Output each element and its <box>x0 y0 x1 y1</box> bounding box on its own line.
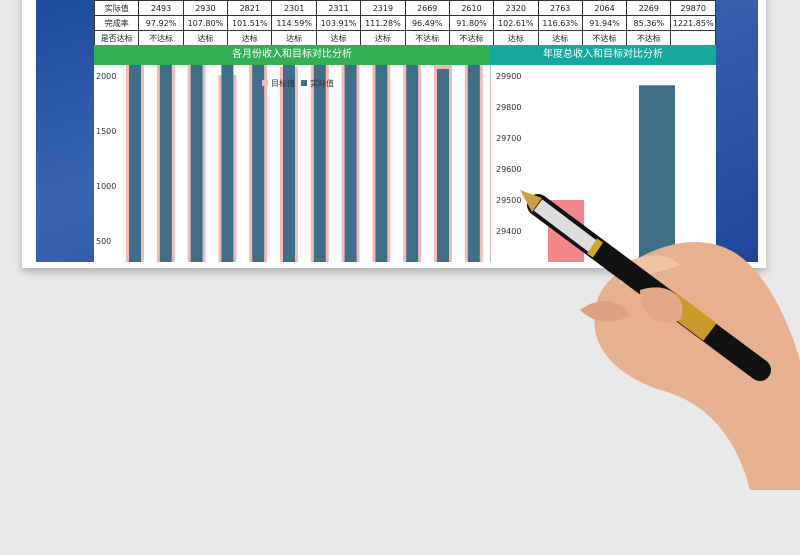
actual-bar <box>159 65 172 262</box>
monthly-bar-chart: 500100015002000250030003500目标值实际值 <box>96 65 483 262</box>
actual-bar <box>129 65 141 262</box>
table-cell[interactable]: 不达标 <box>626 30 672 46</box>
table-cell[interactable]: 107.80% <box>182 15 229 31</box>
table-cell[interactable]: 2493 <box>138 0 184 16</box>
table-cell[interactable]: 达标 <box>537 30 583 46</box>
table-cell[interactable]: 1221.85% <box>670 15 716 31</box>
y-tick-label: 29900 <box>496 72 521 81</box>
table-cell[interactable]: 达标 <box>182 30 229 46</box>
data-table: 实际值 2493 2930 2821 2301 2311 2319 2669 2610 2320 2… <box>93 0 716 46</box>
y-tick-label: 29400 <box>496 227 521 236</box>
table-cell[interactable]: 103.91% <box>315 15 362 31</box>
table-cell[interactable]: 2669 <box>404 0 450 16</box>
actual-bar <box>467 65 480 262</box>
actual-bar <box>313 65 326 262</box>
actual-bar <box>437 68 449 262</box>
actual-bar <box>190 65 203 262</box>
annual-chart-title: 年度总收入和目标对比分析 <box>490 45 716 65</box>
table-row: 完成率 97.92% 107.80% 101.51% 114.59% 103.91% 111… <box>93 15 716 31</box>
row-label[interactable]: 是否达标 <box>93 30 140 46</box>
actual-bar <box>221 65 234 262</box>
table-cell[interactable]: 2269 <box>626 0 672 16</box>
table-cell[interactable]: 2301 <box>271 0 317 16</box>
table-cell[interactable]: 2064 <box>581 0 628 16</box>
table-cell[interactable]: 97.92% <box>138 15 184 31</box>
table-cell[interactable]: 达标 <box>315 30 362 46</box>
table-cell[interactable]: 不达标 <box>404 30 450 46</box>
actual-total-bar <box>639 85 675 262</box>
table-cell[interactable]: 85.36% <box>626 15 672 31</box>
actual-bar <box>283 65 295 262</box>
table-cell[interactable]: 达标 <box>360 30 406 46</box>
row-label[interactable]: 完成率 <box>93 15 140 31</box>
y-tick-label: 1000 <box>96 182 116 191</box>
table-cell[interactable]: 不达标 <box>138 30 184 46</box>
y-tick-label: 500 <box>96 237 111 246</box>
table-cell[interactable]: 不达标 <box>448 30 495 46</box>
table-cell[interactable]: 2821 <box>227 0 273 16</box>
table-cell[interactable]: 91.94% <box>581 15 628 31</box>
table-cell[interactable]: 2311 <box>315 0 362 16</box>
actual-bar <box>344 65 357 262</box>
actual-bar <box>252 65 265 262</box>
table-cell[interactable]: 2763 <box>537 0 583 16</box>
table-cell[interactable]: 2320 <box>493 0 539 16</box>
annual-bar-chart: 29400 29500 29600 29700 29800 29900 <box>490 65 675 262</box>
table-row: 实际值 2493 2930 2821 2301 2311 2319 2669 2610 2320 2… <box>93 0 716 16</box>
legend-swatch-actual <box>301 80 307 86</box>
table-cell[interactable]: 91.80% <box>448 15 495 31</box>
legend-label-actual: 实际值 <box>310 78 334 88</box>
monthly-chart-title: 各月份收入和目标对比分析 <box>94 45 490 65</box>
table-cell[interactable]: 达标 <box>227 30 273 46</box>
actual-bar <box>406 65 419 262</box>
table-cell[interactable]: 101.51% <box>227 15 273 31</box>
hand-with-pen-image <box>520 190 800 490</box>
spreadsheet: 实际值 2493 2930 2821 2301 2311 2319 2669 2610 2320 2… <box>93 0 716 262</box>
table-cell[interactable]: 96.49% <box>404 15 450 31</box>
table-cell[interactable]: 114.59% <box>271 15 317 31</box>
actual-bar <box>375 65 388 262</box>
y-tick-label: 29700 <box>496 134 521 143</box>
table-cell[interactable]: 116.63% <box>537 15 583 31</box>
table-cell[interactable]: 2610 <box>448 0 495 16</box>
table-cell[interactable]: 不达标 <box>581 30 628 46</box>
table-cell[interactable]: 达标 <box>271 30 317 46</box>
y-tick-label: 29600 <box>496 165 521 174</box>
y-tick-label: 29500 <box>496 196 521 205</box>
y-tick-label: 29800 <box>496 103 521 112</box>
row-label[interactable]: 实际值 <box>93 0 140 16</box>
table-cell[interactable]: 102.61% <box>493 15 539 31</box>
legend-label-target: 目标值 <box>271 78 295 88</box>
table-cell[interactable]: 29870 <box>670 0 716 16</box>
y-tick-label: 1500 <box>96 127 116 136</box>
table-cell[interactable]: 2319 <box>360 0 406 16</box>
table-cell[interactable]: 达标 <box>493 30 539 46</box>
table-row: 是否达标 不达标 达标 达标 达标 达标 达标 不达标 不达标 达标 达标 不达标 不达标 <box>93 30 716 46</box>
y-tick-label: 2000 <box>96 72 116 81</box>
table-cell[interactable] <box>670 30 716 46</box>
table-cell[interactable]: 2930 <box>182 0 229 16</box>
legend-swatch-target <box>262 80 268 86</box>
table-cell[interactable]: 111.28% <box>360 15 406 31</box>
